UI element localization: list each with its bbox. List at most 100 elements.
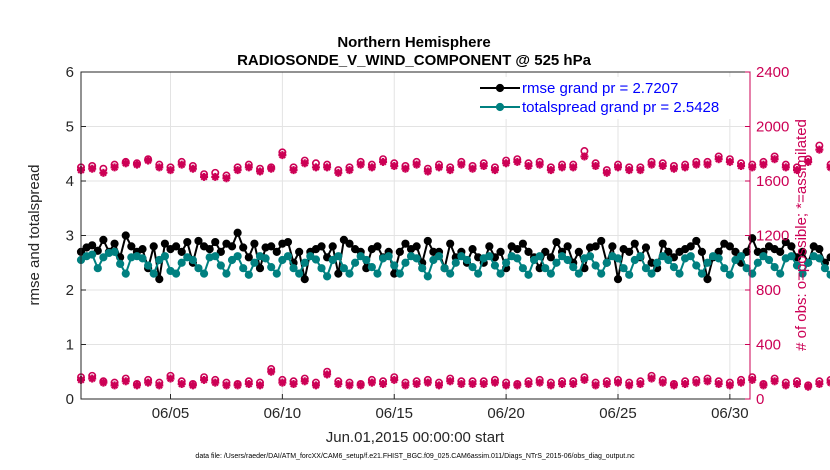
star-stroke	[692, 379, 700, 387]
series-1-point	[155, 255, 164, 265]
series-1-point	[513, 254, 522, 263]
obs-assimilated-point	[345, 166, 354, 175]
star-stroke	[334, 380, 342, 388]
obs-assimilated-point	[681, 380, 690, 389]
star-stroke	[189, 165, 197, 173]
star-stroke	[155, 381, 163, 389]
series-0-point	[446, 239, 455, 248]
star-stroke	[390, 376, 398, 384]
obs-assimilated-point	[323, 370, 332, 379]
obs-assimilated-point	[188, 164, 197, 173]
obs-assimilated-point	[334, 168, 343, 177]
star-stroke	[681, 163, 689, 171]
series-1-point	[546, 269, 555, 278]
star-stroke	[793, 166, 801, 174]
star-stroke	[703, 161, 712, 169]
star-stroke	[670, 165, 678, 173]
series-1-point	[278, 255, 287, 265]
obs-assimilated-point	[233, 381, 242, 390]
series-1-point	[490, 261, 500, 270]
series-0-point	[776, 247, 785, 256]
series-0-point	[787, 242, 796, 251]
series-0-point	[339, 235, 349, 244]
series-1-point	[585, 252, 595, 261]
series-0-point	[401, 239, 410, 248]
star-stroke	[826, 379, 830, 384]
series-0-point	[250, 239, 259, 248]
series-1-point	[429, 255, 438, 265]
series-0-point	[591, 242, 600, 251]
star-stroke	[647, 374, 656, 383]
obs-assimilated-point	[681, 163, 690, 172]
obs-possible-point	[826, 375, 830, 384]
star-stroke	[234, 166, 242, 174]
obs-assimilated-point	[558, 380, 567, 389]
star-stroke	[234, 381, 242, 389]
series-0-point	[155, 275, 164, 284]
obs-possible-point	[826, 160, 830, 169]
obs-assimilated-point	[479, 162, 488, 171]
legend: rmse grand pr = 2.7207 totalspread grand…	[474, 77, 742, 119]
star-stroke	[457, 161, 465, 169]
series-1-point	[144, 261, 153, 270]
obs-assimilated-point	[669, 164, 678, 173]
series-1-point	[434, 252, 444, 261]
series-0-point	[703, 275, 712, 284]
obs-assimilated-point	[177, 380, 186, 389]
obs-assimilated-point	[502, 381, 511, 390]
series-1-point	[227, 255, 237, 265]
star-stroke	[289, 166, 298, 174]
y2-tick-label: 1200	[756, 228, 789, 245]
series-0-point	[171, 242, 181, 251]
series-1-point	[474, 269, 483, 278]
star-stroke	[200, 376, 208, 384]
series-1-point	[121, 269, 130, 278]
series-0-point	[518, 239, 527, 248]
star-stroke	[267, 368, 275, 376]
series-0-point	[815, 245, 824, 254]
obs-assimilated-point	[647, 374, 656, 383]
obs-assimilated-point	[200, 375, 209, 384]
series-1-point	[384, 252, 393, 261]
star-stroke	[681, 380, 689, 388]
series-0-point	[496, 247, 505, 256]
series-0-point	[597, 236, 606, 246]
series-1-point	[244, 270, 253, 279]
series-1-point	[250, 258, 259, 267]
series-1-point	[725, 270, 734, 279]
y-axis-label: rmse and totalspread	[26, 165, 43, 306]
star-stroke	[670, 381, 678, 389]
obs-assimilated-point	[412, 160, 421, 169]
series-1-point	[367, 263, 376, 272]
series-1-point	[669, 263, 679, 272]
star-stroke	[144, 379, 152, 387]
star-stroke	[457, 380, 465, 388]
obs-assimilated-point	[110, 381, 119, 390]
obs-assimilated-point	[278, 151, 287, 160]
x-tick-label: 06/10	[264, 405, 302, 422]
obs-assimilated-point	[155, 381, 164, 390]
series-1-point	[222, 269, 231, 278]
star-stroke	[155, 163, 163, 171]
series-1-point	[283, 252, 293, 261]
obs-assimilated-point	[569, 380, 578, 389]
legend-rmse-dot	[495, 83, 505, 93]
y2-tick-label: 1600	[756, 173, 789, 190]
series-1-point	[468, 263, 477, 272]
series-0-point	[110, 239, 119, 248]
obs-assimilated-point	[625, 166, 634, 175]
series-1-point	[804, 258, 813, 267]
star-stroke	[424, 379, 432, 387]
series-1-point	[597, 269, 606, 278]
series-0-point	[513, 245, 522, 254]
y2-axis-label: # of obs: o=possible; *=assimilated	[793, 119, 810, 351]
series-0-point	[99, 235, 108, 244]
obs-assimilated-point	[468, 380, 477, 389]
series-1-point	[451, 258, 460, 267]
chart-title: Northern Hemisphere	[337, 34, 490, 51]
series-1-point	[703, 258, 712, 267]
star-stroke	[625, 381, 633, 389]
x-axis-label: Jun.01,2015 00:00:00 start	[326, 429, 505, 446]
y-tick-label: 0	[66, 391, 74, 408]
star-stroke	[547, 381, 555, 389]
